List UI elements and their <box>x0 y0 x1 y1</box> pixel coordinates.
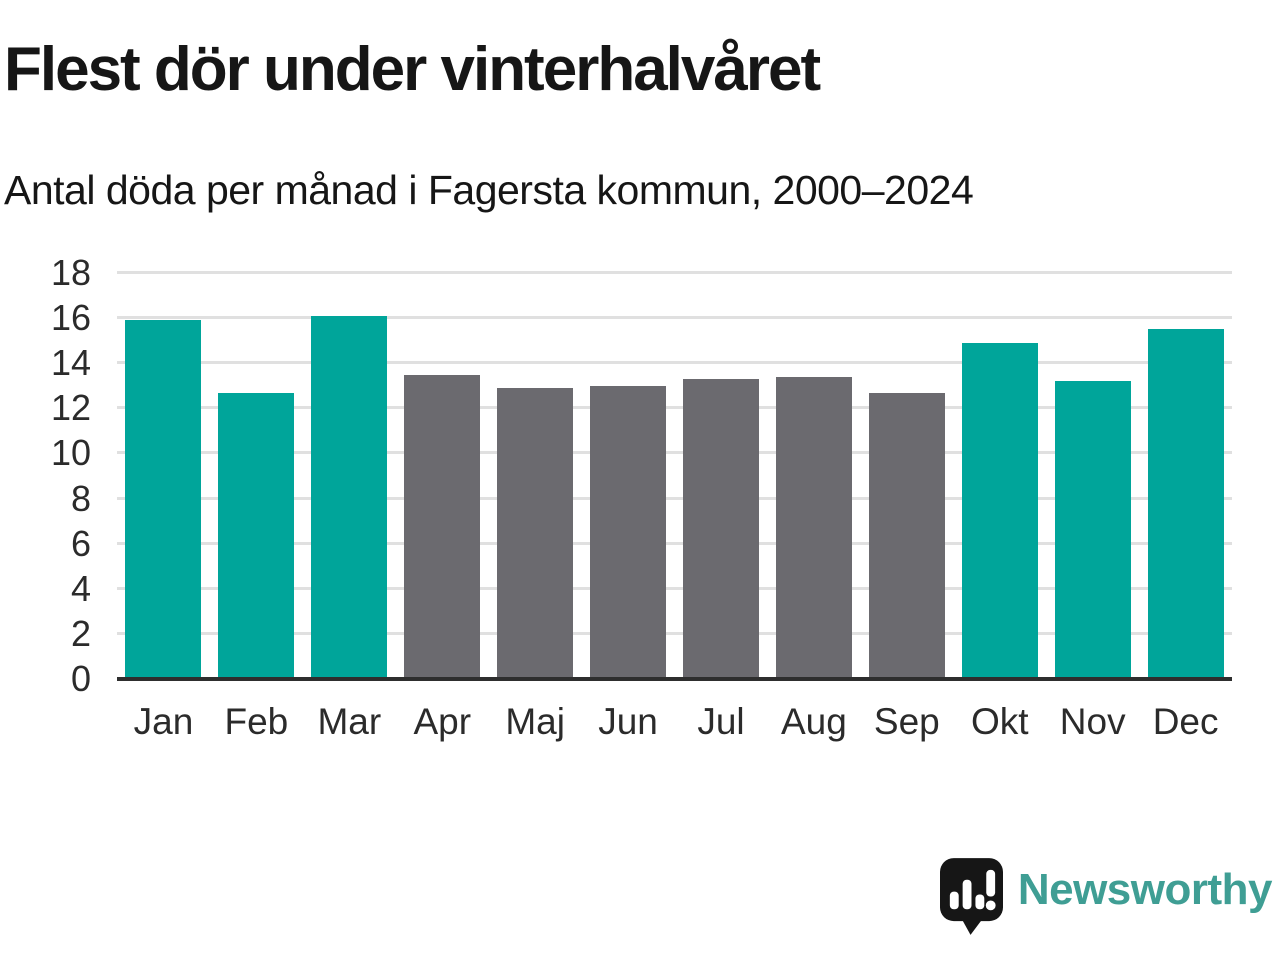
bar-jan <box>125 320 202 679</box>
bar-jun <box>590 385 667 679</box>
x-tick-label: Mar <box>317 701 382 742</box>
bars <box>117 273 1232 679</box>
bar-band <box>117 273 210 679</box>
plot-area: 0 2 4 6 8 10 12 14 16 18 Jan Feb Mar Apr Maj Jun Jul Aug… <box>51 255 1232 742</box>
bar-apr <box>404 374 481 679</box>
y-tick-label: 12 <box>50 387 91 429</box>
y-tick-label: 2 <box>70 612 91 654</box>
brand-footer: Newsworthy <box>939 858 1273 935</box>
bar-aug <box>775 376 852 679</box>
brand-name: Newsworthy <box>1017 864 1273 914</box>
gridline <box>117 406 1232 410</box>
bar-band <box>953 273 1046 679</box>
x-tick-label: Sep <box>873 701 940 742</box>
y-tick-label: 16 <box>50 297 91 339</box>
gridline <box>117 631 1232 635</box>
page-title: Flest dör under vinterhalvåret <box>4 35 821 104</box>
x-tick-label: Jul <box>697 701 745 742</box>
gridline <box>117 541 1232 545</box>
gridline <box>117 361 1232 365</box>
x-tick-label: Aug <box>780 701 847 742</box>
gridline <box>117 316 1232 320</box>
gridline <box>117 586 1232 590</box>
bar-band <box>767 273 860 679</box>
bar-chart-speech-bubble-icon <box>939 858 1003 935</box>
x-tick-label: Apr <box>413 701 472 742</box>
bar-dec <box>1147 329 1224 679</box>
gridline <box>117 451 1232 455</box>
bar-band <box>1139 273 1232 679</box>
bar-mar <box>311 315 388 679</box>
bar-nov <box>1054 381 1131 679</box>
bar-band <box>210 273 303 679</box>
x-tick-label: Dec <box>1152 701 1219 742</box>
x-axis-line <box>117 677 1232 681</box>
bar-sep <box>868 392 945 679</box>
bar-band <box>303 273 396 679</box>
x-axis-labels: Jan Feb Mar Apr Maj Jun Jul Aug Sep Okt Nov Dec <box>117 701 1232 743</box>
bar-band <box>489 273 582 679</box>
y-tick-label: 14 <box>50 342 91 384</box>
y-axis-labels: 0 2 4 6 8 10 12 14 16 18 <box>51 255 1232 697</box>
gridline <box>117 496 1232 500</box>
y-tick-label: 18 <box>50 252 91 293</box>
x-tick-label: Nov <box>1059 701 1126 742</box>
x-tick-label: Maj <box>505 701 565 742</box>
bar-band <box>582 273 675 679</box>
page-subtitle: Antal döda per månad i Fagersta kommun, … <box>4 167 974 213</box>
y-tick-label: 8 <box>70 477 91 519</box>
bar-band <box>675 273 768 679</box>
y-tick-label: 0 <box>70 658 91 699</box>
x-tick-label: Feb <box>224 701 289 742</box>
bar-band <box>1046 273 1139 679</box>
bar-feb <box>218 392 295 679</box>
x-tick-label: Jan <box>133 701 194 742</box>
bar-band <box>860 273 953 679</box>
y-tick-label: 10 <box>50 432 91 474</box>
y-tick-label: 6 <box>70 522 91 564</box>
bar-band <box>396 273 489 679</box>
bar-okt <box>961 342 1038 679</box>
y-tick-label: 4 <box>70 567 91 609</box>
gridline <box>117 271 1232 274</box>
bar-maj <box>497 388 574 679</box>
bar-jul <box>682 379 759 679</box>
x-tick-label: Jun <box>598 701 658 742</box>
x-tick-label: Okt <box>970 701 1029 742</box>
